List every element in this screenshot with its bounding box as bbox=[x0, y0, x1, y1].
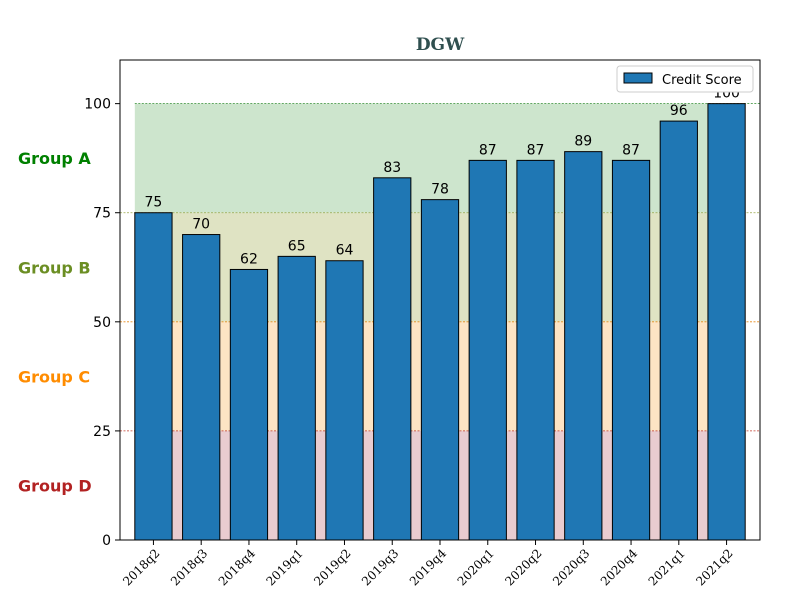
group-label: Group A bbox=[18, 149, 91, 168]
legend-label: Credit Score bbox=[662, 73, 742, 88]
x-tick-label: 2019q3 bbox=[359, 546, 401, 588]
data-label: 62 bbox=[240, 251, 258, 267]
x-tick-label: 2019q2 bbox=[311, 546, 353, 588]
bar-2019q4 bbox=[420, 199, 460, 541]
y-tick-label: 100 bbox=[84, 97, 111, 113]
bar-2021q2 bbox=[707, 103, 746, 541]
x-tick-label: 2020q4 bbox=[598, 546, 641, 589]
bar-2021q1 bbox=[659, 120, 698, 541]
data-label: 65 bbox=[288, 238, 306, 254]
x-axis: 2018q2 2018q3 2018q4 2019q1 2019q2 2019q3 2019… bbox=[120, 540, 736, 589]
x-tick-label: 2018q4 bbox=[216, 546, 259, 589]
bar-2019q2 bbox=[325, 260, 364, 541]
data-label: 87 bbox=[527, 142, 545, 158]
bar-2019q1 bbox=[277, 255, 316, 541]
y-tick-label: 25 bbox=[93, 424, 111, 440]
data-label: 78 bbox=[431, 182, 449, 198]
data-label: 87 bbox=[622, 142, 640, 158]
y-axis: 0 25 50 75 100 bbox=[84, 97, 120, 549]
bar-2018q4 bbox=[229, 268, 269, 541]
data-label: 96 bbox=[670, 103, 688, 119]
y-tick-label: 75 bbox=[93, 206, 111, 222]
bar-2020q1 bbox=[468, 159, 507, 541]
y-tick-label: 0 bbox=[102, 533, 111, 549]
x-tick-label: 2019q1 bbox=[264, 546, 306, 588]
x-tick-label: 2020q1 bbox=[455, 546, 497, 588]
group-label: Group C bbox=[18, 367, 90, 386]
data-label: 64 bbox=[336, 243, 354, 259]
group-label: Group B bbox=[18, 258, 91, 277]
bar-2018q2 bbox=[134, 212, 173, 541]
legend: Credit Score bbox=[616, 65, 754, 93]
x-tick-label: 2020q3 bbox=[550, 546, 592, 588]
group-labels: Group A Group B Group C Group D bbox=[18, 149, 92, 495]
data-label: 70 bbox=[192, 217, 210, 233]
bar-2020q3 bbox=[564, 151, 603, 541]
bar-2020q2 bbox=[516, 159, 555, 541]
legend-swatch bbox=[623, 72, 653, 84]
x-tick-label: 2018q2 bbox=[120, 546, 162, 588]
data-label: 87 bbox=[479, 142, 497, 158]
bars bbox=[134, 103, 746, 541]
x-tick-label: 2019q4 bbox=[407, 546, 450, 589]
data-label: 89 bbox=[574, 134, 592, 150]
bar-2020q4 bbox=[611, 159, 651, 541]
bar-2018q3 bbox=[182, 234, 221, 541]
x-tick-label: 2020q2 bbox=[502, 546, 544, 588]
x-tick-label: 2021q2 bbox=[693, 546, 735, 588]
data-label: 83 bbox=[383, 160, 401, 176]
x-tick-label: 2021q1 bbox=[646, 546, 688, 588]
x-tick-label: 2018q3 bbox=[168, 546, 210, 588]
chart-title: DGW bbox=[416, 35, 465, 55]
y-tick-label: 50 bbox=[93, 315, 111, 331]
group-label: Group D bbox=[18, 476, 92, 495]
bar-2019q3 bbox=[373, 177, 412, 541]
data-label: 75 bbox=[145, 195, 163, 211]
